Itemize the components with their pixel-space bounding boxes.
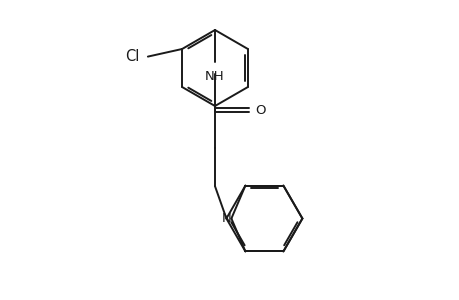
Text: Cl: Cl <box>125 49 140 64</box>
Text: N: N <box>221 212 231 225</box>
Text: O: O <box>255 104 265 117</box>
Text: NH: NH <box>205 70 224 83</box>
